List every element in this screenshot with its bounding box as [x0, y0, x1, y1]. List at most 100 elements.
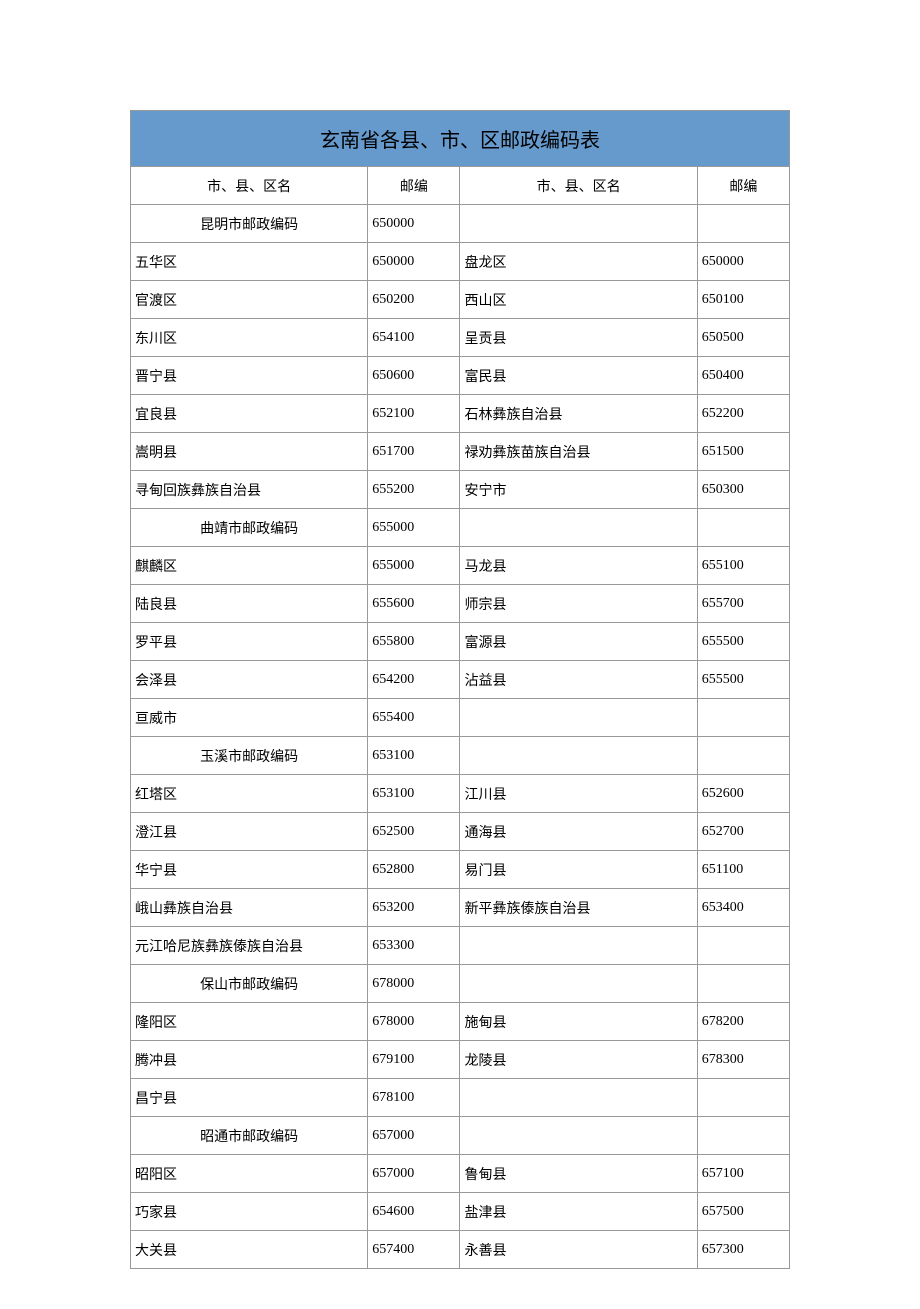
- table-row: 会泽县654200沾益县655500: [131, 661, 790, 699]
- header-code-right: 邮编: [697, 167, 789, 205]
- table-row: 保山市邮政编码678000: [131, 965, 790, 1003]
- name-cell-left: 麒麟区: [131, 547, 368, 585]
- code-cell-left: 654100: [368, 319, 460, 357]
- name-cell-left: 嵩明县: [131, 433, 368, 471]
- code-cell-right: 652600: [697, 775, 789, 813]
- name-cell-right: 盐津县: [460, 1193, 697, 1231]
- code-cell-left: 655400: [368, 699, 460, 737]
- section-name-cell: 保山市邮政编码: [131, 965, 368, 1003]
- table-row: 东川区654100呈贡县650500: [131, 319, 790, 357]
- table-row: 寻甸回族彝族自治县655200安宁市650300: [131, 471, 790, 509]
- table-title: 玄南省各县、市、区邮政编码表: [131, 111, 790, 167]
- table-row: 红塔区653100江川县652600: [131, 775, 790, 813]
- table-row: 昭通市邮政编码657000: [131, 1117, 790, 1155]
- section-name-cell: 昆明市邮政编码: [131, 205, 368, 243]
- table-row: 昭阳区657000鲁甸县657100: [131, 1155, 790, 1193]
- name-cell-right: 易门县: [460, 851, 697, 889]
- name-cell-left: 红塔区: [131, 775, 368, 813]
- name-cell-right: 呈贡县: [460, 319, 697, 357]
- code-cell-left: 654600: [368, 1193, 460, 1231]
- code-cell-left: 652800: [368, 851, 460, 889]
- name-cell-right: 新平彝族傣族自治县: [460, 889, 697, 927]
- name-cell-right: [460, 205, 697, 243]
- name-cell-right: 富民县: [460, 357, 697, 395]
- name-cell-left: 腾冲县: [131, 1041, 368, 1079]
- table-row: 玉溪市邮政编码653100: [131, 737, 790, 775]
- name-cell-left: 大关县: [131, 1231, 368, 1269]
- code-cell-right: 650500: [697, 319, 789, 357]
- code-cell-right: [697, 927, 789, 965]
- code-cell-right: 653400: [697, 889, 789, 927]
- name-cell-right: [460, 509, 697, 547]
- table-row: 麒麟区655000马龙县655100: [131, 547, 790, 585]
- name-cell-right: [460, 699, 697, 737]
- code-cell-right: 657500: [697, 1193, 789, 1231]
- section-name-cell: 昭通市邮政编码: [131, 1117, 368, 1155]
- code-cell-right: [697, 965, 789, 1003]
- table-row: 亘威市655400: [131, 699, 790, 737]
- table-row: 大关县657400永善县657300: [131, 1231, 790, 1269]
- code-cell-left: 652500: [368, 813, 460, 851]
- name-cell-left: 五华区: [131, 243, 368, 281]
- name-cell-left: 亘威市: [131, 699, 368, 737]
- header-code-left: 邮编: [368, 167, 460, 205]
- name-cell-right: 马龙县: [460, 547, 697, 585]
- code-cell-right: 650100: [697, 281, 789, 319]
- name-cell-right: [460, 927, 697, 965]
- table-row: 陆良县655600师宗县655700: [131, 585, 790, 623]
- code-cell-right: 678300: [697, 1041, 789, 1079]
- table-row: 澄江县652500通海县652700: [131, 813, 790, 851]
- table-row: 官渡区650200西山区650100: [131, 281, 790, 319]
- table-row: 宜良县652100石林彝族自治县652200: [131, 395, 790, 433]
- code-cell-left: 678000: [368, 965, 460, 1003]
- name-cell-left: 陆良县: [131, 585, 368, 623]
- code-cell-right: 655700: [697, 585, 789, 623]
- name-cell-right: 安宁市: [460, 471, 697, 509]
- postal-code-table: 玄南省各县、市、区邮政编码表 市、县、区名 邮编 市、县、区名 邮编 昆明市邮政…: [130, 110, 790, 1269]
- code-cell-left: 653300: [368, 927, 460, 965]
- name-cell-right: [460, 1079, 697, 1117]
- name-cell-left: 峨山彝族自治县: [131, 889, 368, 927]
- name-cell-left: 昭阳区: [131, 1155, 368, 1193]
- name-cell-right: 江川县: [460, 775, 697, 813]
- table-row: 元江哈尼族彝族傣族自治县653300: [131, 927, 790, 965]
- code-cell-right: 657300: [697, 1231, 789, 1269]
- name-cell-right: 西山区: [460, 281, 697, 319]
- code-cell-left: 679100: [368, 1041, 460, 1079]
- table-row: 巧家县654600盐津县657500: [131, 1193, 790, 1231]
- table-row: 腾冲县679100龙陵县678300: [131, 1041, 790, 1079]
- name-cell-left: 华宁县: [131, 851, 368, 889]
- name-cell-right: 永善县: [460, 1231, 697, 1269]
- code-cell-right: 650400: [697, 357, 789, 395]
- code-cell-left: 650200: [368, 281, 460, 319]
- code-cell-left: 655600: [368, 585, 460, 623]
- code-cell-right: [697, 1117, 789, 1155]
- name-cell-left: 宜良县: [131, 395, 368, 433]
- name-cell-right: [460, 737, 697, 775]
- table-row: 罗平县655800富源县655500: [131, 623, 790, 661]
- table-row: 晋宁县650600富民县650400: [131, 357, 790, 395]
- name-cell-right: 龙陵县: [460, 1041, 697, 1079]
- table-row: 峨山彝族自治县653200新平彝族傣族自治县653400: [131, 889, 790, 927]
- code-cell-left: 655800: [368, 623, 460, 661]
- code-cell-right: 655500: [697, 661, 789, 699]
- code-cell-left: 653100: [368, 737, 460, 775]
- code-cell-left: 655200: [368, 471, 460, 509]
- code-cell-right: [697, 699, 789, 737]
- table-row: 隆阳区678000施甸县678200: [131, 1003, 790, 1041]
- table-title-row: 玄南省各县、市、区邮政编码表: [131, 111, 790, 167]
- code-cell-left: 650000: [368, 205, 460, 243]
- header-name-left: 市、县、区名: [131, 167, 368, 205]
- table-row: 五华区650000盘龙区650000: [131, 243, 790, 281]
- name-cell-left: 元江哈尼族彝族傣族自治县: [131, 927, 368, 965]
- code-cell-left: 657000: [368, 1117, 460, 1155]
- code-cell-left: 655000: [368, 509, 460, 547]
- table-row: 昌宁县678100: [131, 1079, 790, 1117]
- name-cell-right: 沾益县: [460, 661, 697, 699]
- name-cell-right: 通海县: [460, 813, 697, 851]
- code-cell-right: 651500: [697, 433, 789, 471]
- name-cell-right: 盘龙区: [460, 243, 697, 281]
- code-cell-right: [697, 737, 789, 775]
- name-cell-left: 昌宁县: [131, 1079, 368, 1117]
- table-row: 华宁县652800易门县651100: [131, 851, 790, 889]
